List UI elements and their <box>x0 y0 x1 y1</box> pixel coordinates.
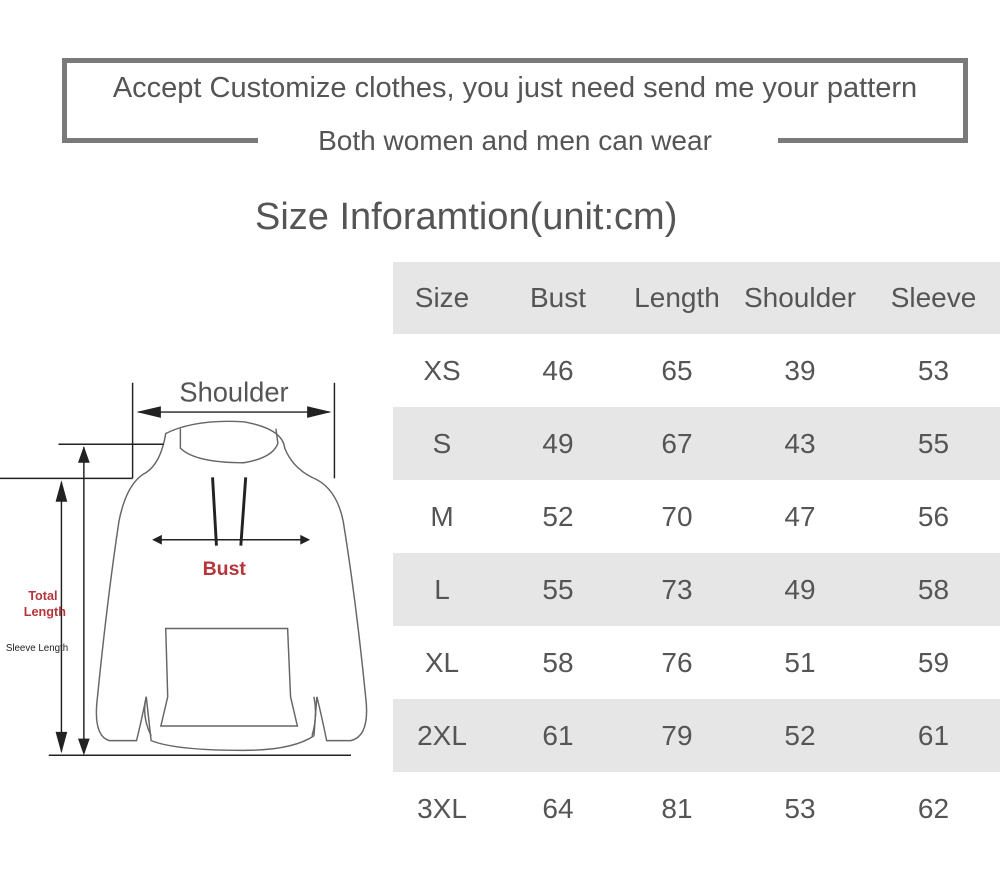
total-length-label-2: Length <box>24 605 66 619</box>
table-cell: 61 <box>542 719 574 751</box>
size-table: Size Bust Length Shoulder Sleeve XS 46 65 3… <box>393 262 1000 845</box>
table-cell: 61 <box>917 719 950 751</box>
table-cell: 51 <box>784 646 816 678</box>
page-title: Size Inforamtion(unit:cm) <box>255 196 678 238</box>
banner-frame <box>62 58 968 143</box>
total-length-label-1: Total <box>28 589 57 603</box>
table-cell: 55 <box>917 427 950 459</box>
table-cell: 58 <box>917 573 950 605</box>
drawstring-icon <box>211 477 248 546</box>
table-cell: XS <box>423 354 461 386</box>
table-cell: 59 <box>917 646 950 678</box>
table-cell: 43 <box>784 427 816 459</box>
table-row: XL 58 76 51 59 <box>393 626 1000 699</box>
header-cell: Length <box>634 282 720 313</box>
table-cell: XL <box>424 646 460 678</box>
table-cell: 62 <box>917 792 950 824</box>
table-cell: 67 <box>661 427 693 459</box>
table-row: L 55 73 49 58 <box>393 553 1000 626</box>
table-cell: 65 <box>661 354 693 386</box>
table-cell: 81 <box>661 792 693 824</box>
hoodie-diagram: Shoulder Bust Total Length Sleeve Length <box>0 376 368 756</box>
table-row: XS 46 65 39 53 <box>393 334 1000 407</box>
table-cell: 55 <box>542 573 574 605</box>
banner-frame-bottom-right <box>778 138 968 143</box>
table-cell: 53 <box>917 354 950 386</box>
table-cell: 49 <box>542 427 574 459</box>
table-cell: 56 <box>917 500 950 532</box>
table-header: Size Bust Length Shoulder Sleeve <box>393 262 1000 334</box>
table-cell: 76 <box>661 646 693 678</box>
table-row: 3XL 64 81 53 62 <box>393 772 1000 845</box>
table-cell: M <box>430 500 454 532</box>
header-cell: Size <box>414 282 470 313</box>
sleeve-length-label: Sleeve Length <box>6 643 68 654</box>
header-cell: Shoulder <box>743 282 857 313</box>
table-cell: 70 <box>661 500 693 532</box>
table-cell: 58 <box>542 646 574 678</box>
table-cell: 2XL <box>417 719 467 751</box>
table-row: 2XL 61 79 52 61 <box>393 699 1000 772</box>
table-cell: 49 <box>784 573 816 605</box>
table-cell: 52 <box>784 719 816 751</box>
shoulder-label: Shoulder <box>179 376 288 407</box>
table-cell: S <box>432 427 452 459</box>
header-cell: Sleeve <box>890 282 977 313</box>
banner-line-2: Both women and men can wear <box>318 125 712 156</box>
table-cell: 73 <box>661 573 693 605</box>
hoodie-outline-icon <box>95 420 368 752</box>
table-cell: 52 <box>542 500 574 532</box>
banner-frame-bottom-left <box>62 138 258 143</box>
table-cell: 64 <box>542 792 574 824</box>
header-cell: Bust <box>529 282 587 313</box>
table-row: S 49 67 43 55 <box>393 407 1000 480</box>
bust-label: Bust <box>203 558 247 580</box>
table-cell: 79 <box>661 719 693 751</box>
table-cell: 39 <box>784 354 816 386</box>
table-cell: L <box>434 573 450 605</box>
table-cell: 46 <box>542 354 574 386</box>
table-cell: 3XL <box>417 792 467 824</box>
banner-line-1: Accept Customize clothes, you just need … <box>112 72 918 104</box>
table-cell: 53 <box>784 792 816 824</box>
table-row: M 52 70 47 56 <box>393 480 1000 553</box>
table-cell: 47 <box>784 500 816 532</box>
